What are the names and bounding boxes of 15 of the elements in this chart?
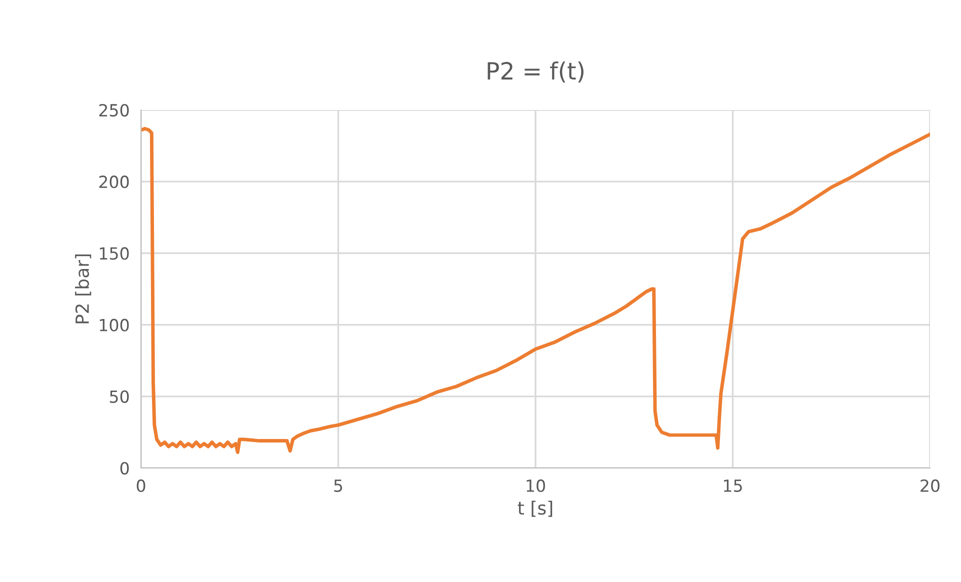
y-tick-label: 0	[120, 462, 129, 475]
x-tick-label: 20	[920, 479, 940, 492]
x-tick-label: 0	[136, 479, 146, 492]
chart-title: P2 = f(t)	[488, 62, 584, 83]
y-tick-label: 250	[99, 104, 129, 117]
x-tick-label: 10	[526, 479, 545, 492]
x-axis-title: t [s]	[518, 500, 552, 517]
y-tick-label: 200	[99, 176, 129, 188]
y-tick-label: 150	[100, 247, 129, 260]
y-axis-title: P2 [bar]	[75, 254, 92, 324]
y-tick-label: 50	[110, 390, 129, 403]
line-series	[141, 126, 930, 454]
x-tick-label: 15	[724, 480, 742, 492]
x-tick-label: 5	[334, 480, 342, 492]
y-tick-label: 100	[100, 318, 129, 332]
